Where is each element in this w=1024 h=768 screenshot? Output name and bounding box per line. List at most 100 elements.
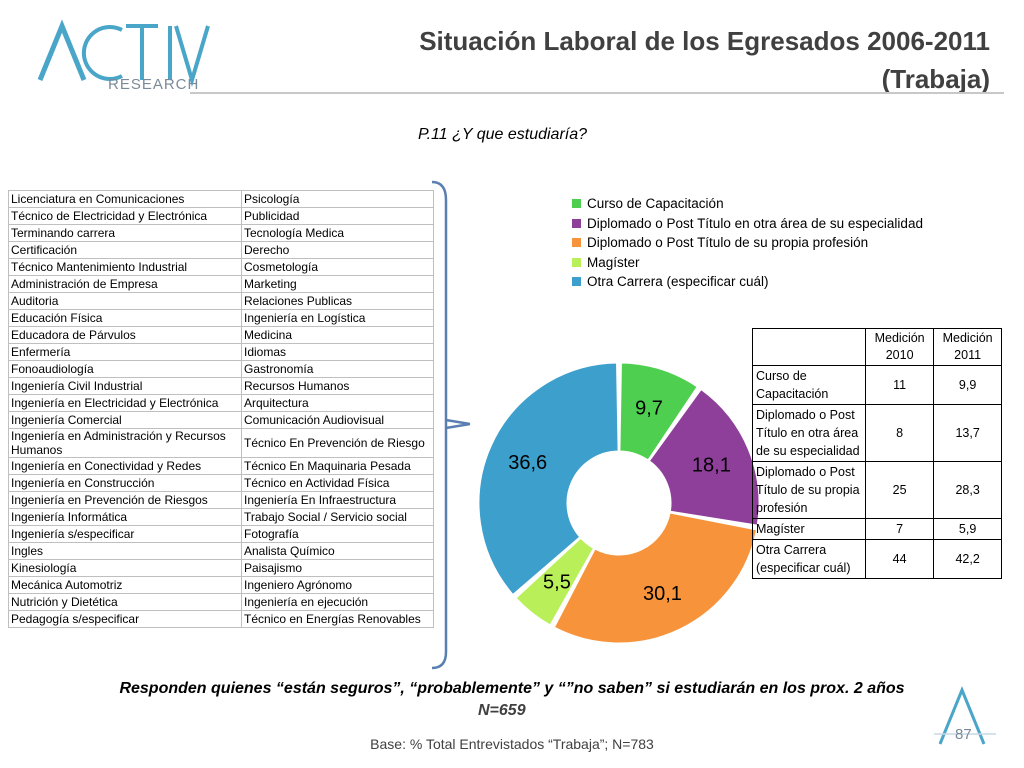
value-cell: 28,3 [933, 461, 1002, 519]
measurement-table: Medición 2010 Medición 2011 Curso de Cap… [752, 328, 1002, 579]
career-cell: Ingeniería en Prevención de Riesgos [8, 491, 242, 509]
career-cell: Ingeniería en Electricidad y Electrónica [8, 394, 242, 412]
page-title: Situación Laboral de los Egresados 2006-… [419, 22, 990, 98]
career-cell: Mecánica Automotriz [8, 576, 242, 594]
career-cell: Auditoria [8, 292, 242, 310]
legend-label: Diplomado o Post Título de su propia pro… [587, 235, 869, 251]
career-cell: Ingeniero Agrónomo [241, 576, 434, 594]
career-cell: Ingeniería En Infraestructura [241, 491, 434, 509]
table-row: Auditoria Relaciones Publicas [8, 292, 434, 310]
table-row: Ingeniería en Construcción Técnico en Act… [8, 474, 434, 492]
legend-label: Diplomado o Post Título en otra área de … [587, 215, 923, 231]
row-label: Diplomado o Post Título en otra área de … [752, 404, 866, 462]
career-cell: Pedagogía s/especificar [8, 610, 242, 628]
career-cell: Recursos Humanos [241, 377, 434, 395]
table-row: Curso de Capacitación 11 9,9 [752, 365, 1002, 405]
career-cell: Idiomas [241, 343, 434, 361]
table-row: Técnico Mantenimiento Industrial Cosmetol… [8, 258, 434, 276]
donut-slice [553, 512, 757, 644]
career-cell: Educación Física [8, 309, 242, 327]
table-row: Ingeniería en Administración y Recursos … [8, 428, 434, 458]
activa-logo [37, 19, 210, 88]
legend-swatch [572, 277, 581, 287]
activa-small-logo [934, 686, 996, 745]
table-row: Kinesiología Paisajismo [8, 559, 434, 577]
title-divider [190, 92, 1004, 94]
value-cell: 8 [864, 404, 935, 462]
career-cell: Enfermería [8, 343, 242, 361]
table-row: Ingeniería Informática Trabajo Social / S… [8, 508, 434, 526]
career-cell: Técnico En Prevención de Riesgo [241, 428, 434, 458]
career-cell: Ingeniería Comercial [8, 411, 242, 429]
table-row: Ingeniería en Conectividad y Redes Técnic… [8, 457, 434, 475]
career-cell: Comunicación Audiovisual [241, 411, 434, 429]
career-cell: Certificación [8, 241, 242, 259]
table-row: Ingeniería Comercial Comunicación Audiovi… [8, 411, 434, 429]
career-cell: Técnico de Electricidad y Electrónica [8, 207, 242, 225]
donut-slice [619, 362, 698, 461]
table-row: Educación Física Ingeniería en Logística [8, 309, 434, 327]
career-cell: Terminando carrera [8, 224, 242, 242]
table-row: Ingeniería en Electricidad y Electrónica… [8, 394, 434, 412]
career-cell: Kinesiología [8, 559, 242, 577]
chart-legend: Curso de Capacitación Diplomado o Post Tí… [572, 194, 923, 292]
header-2011: Medición 2011 [933, 328, 1002, 366]
legend-swatch [572, 257, 581, 267]
table-row: Terminando carrera Tecnología Medica [8, 224, 434, 242]
legend-item: Diplomado o Post Título de su propia pro… [572, 233, 923, 253]
career-cell: Derecho [241, 241, 434, 259]
career-cell: Educadora de Párvulos [8, 326, 242, 344]
career-cell: Técnico Mantenimiento Industrial [8, 258, 242, 276]
career-cell: Ingeniería en Logística [241, 309, 434, 327]
career-cell: Ingles [8, 542, 242, 560]
table-row: Magíster 7 5,9 [752, 518, 1002, 540]
table-row: Pedagogía s/especificar Técnico en Energí… [8, 610, 434, 628]
career-cell: Técnico En Maquinaria Pesada [241, 457, 434, 475]
table-row: Fonoaudiología Gastronomía [8, 360, 434, 378]
legend-label: Otra Carrera (especificar cuál) [587, 274, 769, 290]
table-row: Nutrición y Dietética Ingeniería en ejecu… [8, 593, 434, 611]
career-cell: Ingeniería s/especificar [8, 525, 242, 543]
career-cell: Arquitectura [241, 394, 434, 412]
career-cell: Ingeniería en Construcción [8, 474, 242, 492]
header-empty [752, 328, 866, 366]
value-cell: 13,7 [933, 404, 1002, 462]
logo-research-text: RESEARCH [108, 76, 200, 93]
title-line-1: Situación Laboral de los Egresados 2006-… [419, 26, 990, 56]
row-label: Otra Carrera (especificar cuál) [752, 539, 866, 579]
slice-value-label: 36,6 [508, 452, 547, 474]
slice-value-label: 5,5 [543, 571, 571, 593]
career-cell: Nutrición y Dietética [8, 593, 242, 611]
legend-swatch [572, 199, 581, 209]
career-cell: Técnico en Energías Renovables [241, 610, 434, 628]
legend-label: Curso de Capacitación [587, 196, 724, 212]
slice-value-label: 18,1 [692, 455, 731, 477]
career-cell: Ingeniería Informática [8, 508, 242, 526]
career-cell: Marketing [241, 275, 434, 293]
table-row: Otra Carrera (especificar cuál) 44 42,2 [752, 539, 1002, 579]
table-row: Mecánica Automotriz Ingeniero Agrónomo [8, 576, 434, 594]
legend-label: Magíster [587, 254, 640, 270]
value-cell: 9,9 [933, 365, 1002, 405]
career-cell: Gastronomía [241, 360, 434, 378]
career-cell: Relaciones Publicas [241, 292, 434, 310]
career-cell: Fotografía [241, 525, 434, 543]
value-cell: 42,2 [933, 539, 1002, 579]
slice-value-label: 30,1 [643, 583, 682, 605]
donut-chart: 9,7 18,1 30,1 5,5 36,6 [478, 362, 760, 644]
row-label: Curso de Capacitación [752, 365, 866, 405]
value-cell: 7 [864, 518, 935, 540]
careers-table: Licenciatura en Comunicaciones Psicología… [8, 190, 434, 628]
career-cell: Analista Químico [241, 542, 434, 560]
legend-item: Otra Carrera (especificar cuál) [572, 272, 923, 292]
table-row: Ingles Analista Químico [8, 542, 434, 560]
bracket-connector [432, 180, 471, 670]
table-row: Ingeniería en Prevención de Riesgos Ingen… [8, 491, 434, 509]
donut-slice [478, 362, 619, 596]
value-cell: 5,9 [933, 518, 1002, 540]
table-row: Diplomado o Post Título de su propia pro… [752, 461, 1002, 519]
legend-swatch [572, 238, 581, 248]
career-cell: Técnico en Actividad Física [241, 474, 434, 492]
career-cell: Ingeniería en ejecución [241, 593, 434, 611]
header-2010: Medición 2010 [864, 328, 935, 366]
